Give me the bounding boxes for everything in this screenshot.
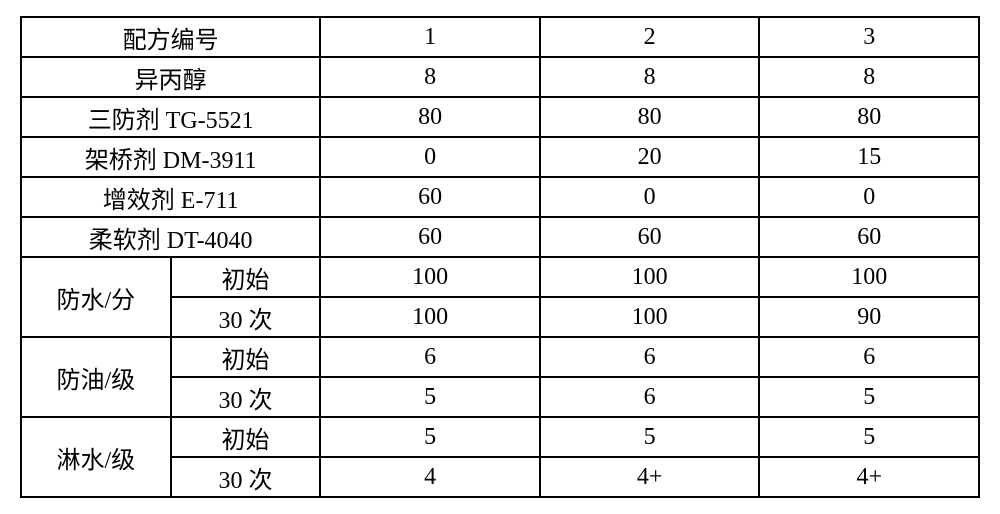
table-header-row: 配方编号 1 2 3 bbox=[21, 17, 979, 57]
cell: 100 bbox=[759, 257, 979, 297]
cell: 6 bbox=[540, 377, 760, 417]
cell: 15 bbox=[759, 137, 979, 177]
cell: 60 bbox=[540, 217, 760, 257]
cell: 20 bbox=[540, 137, 760, 177]
cell: 5 bbox=[320, 417, 540, 457]
subrow-label: 初始 bbox=[171, 417, 321, 457]
subrow-label: 30 次 bbox=[171, 457, 321, 497]
cell: 0 bbox=[540, 177, 760, 217]
cell: 100 bbox=[320, 297, 540, 337]
cell: 8 bbox=[320, 57, 540, 97]
cell: 60 bbox=[320, 177, 540, 217]
group-label: 淋水/级 bbox=[21, 417, 171, 497]
cell: 100 bbox=[540, 297, 760, 337]
cell: 4+ bbox=[540, 457, 760, 497]
subrow-label: 30 次 bbox=[171, 377, 321, 417]
cell: 0 bbox=[759, 177, 979, 217]
subrow-label: 初始 bbox=[171, 257, 321, 297]
group-label: 防水/分 bbox=[21, 257, 171, 337]
header-col-3: 3 bbox=[759, 17, 979, 57]
cell: 5 bbox=[759, 377, 979, 417]
table-row: 防水/分 初始 100 100 100 bbox=[21, 257, 979, 297]
cell: 4 bbox=[320, 457, 540, 497]
cell: 8 bbox=[759, 57, 979, 97]
row-label: 异丙醇 bbox=[21, 57, 320, 97]
cell: 6 bbox=[759, 337, 979, 377]
table-row: 异丙醇 8 8 8 bbox=[21, 57, 979, 97]
header-col-2: 2 bbox=[540, 17, 760, 57]
cell: 100 bbox=[320, 257, 540, 297]
row-label: 架桥剂 DM-3911 bbox=[21, 137, 320, 177]
cell: 60 bbox=[320, 217, 540, 257]
subrow-label: 30 次 bbox=[171, 297, 321, 337]
cell: 4+ bbox=[759, 457, 979, 497]
cell: 0 bbox=[320, 137, 540, 177]
cell: 8 bbox=[540, 57, 760, 97]
cell: 80 bbox=[759, 97, 979, 137]
table-row: 防油/级 初始 6 6 6 bbox=[21, 337, 979, 377]
cell: 80 bbox=[320, 97, 540, 137]
cell: 5 bbox=[759, 417, 979, 457]
cell: 60 bbox=[759, 217, 979, 257]
cell: 6 bbox=[540, 337, 760, 377]
cell: 90 bbox=[759, 297, 979, 337]
subrow-label: 初始 bbox=[171, 337, 321, 377]
table-row: 架桥剂 DM-3911 0 20 15 bbox=[21, 137, 979, 177]
header-col-1: 1 bbox=[320, 17, 540, 57]
formula-table: 配方编号 1 2 3 异丙醇 8 8 8 三防剂 TG-5521 80 80 8… bbox=[20, 16, 980, 498]
table-row: 柔软剂 DT-4040 60 60 60 bbox=[21, 217, 979, 257]
table-row: 淋水/级 初始 5 5 5 bbox=[21, 417, 979, 457]
header-label: 配方编号 bbox=[21, 17, 320, 57]
cell: 80 bbox=[540, 97, 760, 137]
cell: 5 bbox=[320, 377, 540, 417]
row-label: 增效剂 E-711 bbox=[21, 177, 320, 217]
table-row: 三防剂 TG-5521 80 80 80 bbox=[21, 97, 979, 137]
group-label: 防油/级 bbox=[21, 337, 171, 417]
table-row: 增效剂 E-711 60 0 0 bbox=[21, 177, 979, 217]
row-label: 三防剂 TG-5521 bbox=[21, 97, 320, 137]
cell: 5 bbox=[540, 417, 760, 457]
row-label: 柔软剂 DT-4040 bbox=[21, 217, 320, 257]
cell: 100 bbox=[540, 257, 760, 297]
cell: 6 bbox=[320, 337, 540, 377]
